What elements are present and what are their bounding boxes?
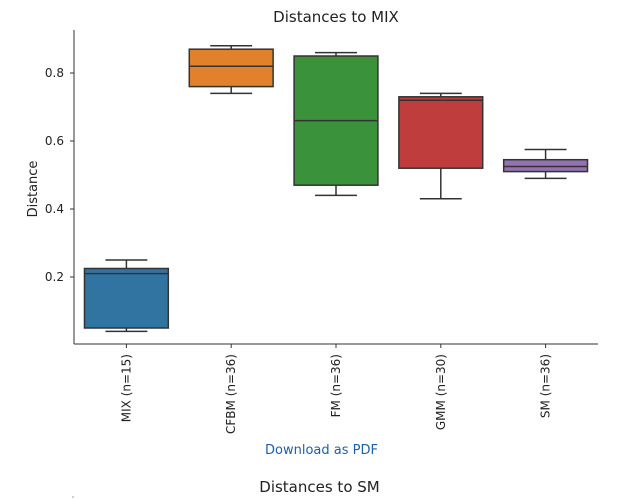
iqr-box	[502, 158, 589, 173]
y-tick-label: 0.8	[45, 66, 64, 80]
iqr-box	[398, 96, 484, 169]
y-tick-label: 0.6	[45, 134, 64, 148]
y-tick-label: 0.2	[45, 270, 64, 284]
boxes	[83, 45, 589, 333]
box-5	[502, 148, 589, 180]
x-ticks: MIX (n=15) CFBM (n=36) FM (n=36) GMM (n=30)…	[119, 344, 553, 434]
x-tick-label: GMM (n=30)	[434, 354, 448, 430]
box-3	[293, 51, 379, 197]
iqr-box	[83, 267, 170, 329]
box-1	[83, 259, 170, 333]
x-tick-label: SM (n=36)	[539, 354, 553, 418]
y-tick-label: 0.4	[45, 202, 64, 216]
download-pdf-link[interactable]: Download as PDF	[265, 443, 378, 458]
x-tick-label: MIX (n=15)	[119, 354, 133, 422]
y-ticks: 0.2 0.4 0.6 0.8	[45, 66, 74, 284]
box-2	[188, 45, 274, 95]
x-tick-label: FM (n=36)	[329, 354, 343, 417]
next-chart-title: Distances to SM	[259, 478, 380, 496]
x-tick-label: CFBM (n=36)	[224, 354, 238, 434]
box-4	[398, 92, 484, 200]
iqr-box	[188, 48, 274, 88]
box-plot-chart: Distances to MIX Distance 0.2 0.4 0.6 0.8 M…	[26, 8, 598, 434]
separator-dot	[72, 496, 74, 498]
chart-title: Distances to MIX	[273, 8, 399, 26]
y-axis-label: Distance	[26, 161, 41, 218]
